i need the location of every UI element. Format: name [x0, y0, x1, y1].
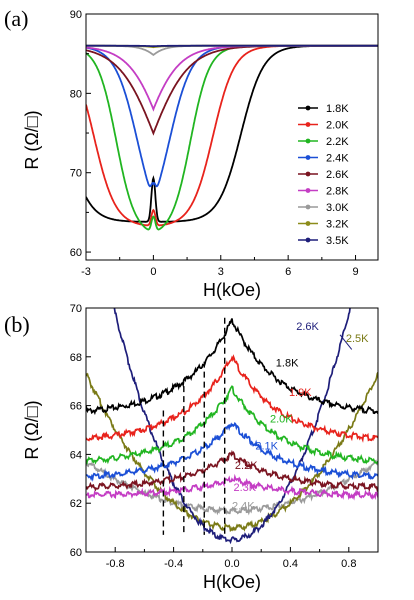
x-tick-label: 0.8	[341, 558, 356, 570]
panel-a-series	[86, 44, 378, 231]
curve-2-5k	[86, 371, 378, 533]
x-tick-label: 0.0	[224, 558, 239, 570]
legend-label: 2.0K	[326, 120, 349, 132]
curve-2-8k	[86, 44, 378, 112]
legend-marker	[305, 105, 311, 111]
x-tick-label: 3	[218, 266, 224, 278]
curve-label-2-2k: 2.2K	[235, 460, 258, 472]
panel-b-ticks: -0.8 -0.4 0.0 0.4 0.8 60 62 64 66 68 70	[70, 303, 357, 570]
panel-a-legend: 1.8K 2.0K 2.2K 2.4K 2.6K 2.8K 3.0K 3.2K 3.5K	[298, 103, 349, 247]
panel-b-ylabel: R (Ω/□)	[22, 400, 42, 459]
curve-label-1-9k: 1.9K	[289, 387, 312, 399]
panel-b-dashed-lines	[162, 317, 226, 535]
legend-entry-3-0k: 3.0K	[298, 202, 349, 214]
y-tick-label: 60	[70, 547, 82, 559]
panel-a-frame	[85, 13, 379, 261]
x-tick-label: 9	[352, 266, 358, 278]
legend-label: 3.2K	[326, 219, 349, 231]
legend-entry-2-2k: 2.2K	[298, 136, 349, 148]
curve-2-3k	[86, 473, 378, 501]
legend-label: 3.0K	[326, 202, 349, 214]
curve-label-2-0k: 2.0K	[270, 414, 293, 426]
y-tick-label: 90	[70, 9, 82, 21]
curve-2-0k	[86, 385, 378, 465]
legend-marker	[305, 221, 311, 226]
legend-entry-2-6k: 2.6K	[298, 169, 349, 181]
legend-entry-2-8k: 2.8K	[298, 186, 349, 198]
x-tick-label: -3	[81, 266, 91, 278]
curve-label-2-3k: 2.3K	[233, 482, 256, 494]
y-tick-label: 70	[70, 303, 82, 315]
legend-marker	[305, 171, 311, 177]
panel-a-xlabel: H(kOe)	[203, 280, 261, 300]
curve-3-5k	[86, 44, 378, 48]
legend-label: 2.4K	[326, 153, 349, 165]
legend-label: 2.2K	[326, 136, 349, 148]
y-tick-label: 60	[70, 247, 82, 259]
legend-label: 2.6K	[326, 169, 349, 181]
panel-b-xlabel: H(kOe)	[203, 572, 261, 592]
curve-1-8k	[86, 318, 378, 416]
legend-entry-3-5k: 3.5K	[298, 235, 349, 247]
legend-marker	[305, 237, 311, 243]
legend-marker	[305, 155, 311, 160]
curve-2-4k	[86, 459, 378, 516]
x-tick-label: 6	[285, 266, 291, 278]
panel-a-ticks: -3 0 3 6 9 60 70 80 90	[70, 9, 359, 278]
y-tick-label: 64	[70, 449, 82, 461]
panel-a: (a) -3 0 3 6 9 60 70 80 90 R (Ω/□) H(kOe) 1.8K 2.…	[4, 6, 379, 300]
y-tick-label: 62	[70, 498, 82, 510]
y-tick-label: 80	[70, 88, 82, 100]
legend-label: 1.8K	[326, 103, 349, 115]
panel-b-series	[86, 308, 378, 545]
legend-marker	[305, 122, 311, 127]
legend-label: 3.5K	[326, 235, 349, 247]
curve-label-2-6k: 2.6K	[296, 321, 319, 333]
legend-entry-2-4k: 2.4K	[298, 153, 349, 165]
panel-a-letter: (a)	[4, 6, 28, 31]
curve-label-pointer	[339, 334, 353, 350]
y-tick-label: 66	[70, 401, 82, 413]
curve-2-1k	[86, 421, 378, 482]
legend-marker	[305, 204, 311, 210]
legend-marker	[305, 138, 311, 144]
curve-label-1-8k: 1.8K	[276, 358, 299, 370]
legend-entry-3-2k: 3.2K	[298, 219, 349, 231]
panel-a-ylabel: R (Ω/□)	[22, 110, 42, 169]
legend-label: 2.8K	[326, 186, 349, 198]
x-tick-label: 0.4	[283, 558, 298, 570]
curve-label-2-5k: 2.5K	[346, 333, 369, 345]
curve-1-9k	[86, 354, 378, 443]
x-tick-label: 0	[150, 266, 156, 278]
x-tick-label: -0.8	[106, 558, 125, 570]
panel-b-curve-labels: 1.8K 1.9K 2.0K 2.1K 2.2K 2.3K 2.4K 2.5K 2.6K	[232, 321, 369, 512]
legend-entry-2-0k: 2.0K	[298, 120, 349, 132]
y-tick-label: 70	[70, 168, 82, 180]
x-tick-label: -0.4	[164, 558, 183, 570]
panel-b-letter: (b)	[4, 312, 30, 337]
curve-label-2-1k: 2.1K	[255, 441, 278, 453]
legend-marker	[305, 188, 311, 193]
y-tick-label: 68	[70, 352, 82, 364]
curve-2-2k	[86, 449, 378, 493]
curve-2-6k	[113, 308, 351, 545]
legend-entry-1-8k: 1.8K	[298, 103, 349, 115]
curve-label-2-4k: 2.4K	[232, 500, 255, 512]
